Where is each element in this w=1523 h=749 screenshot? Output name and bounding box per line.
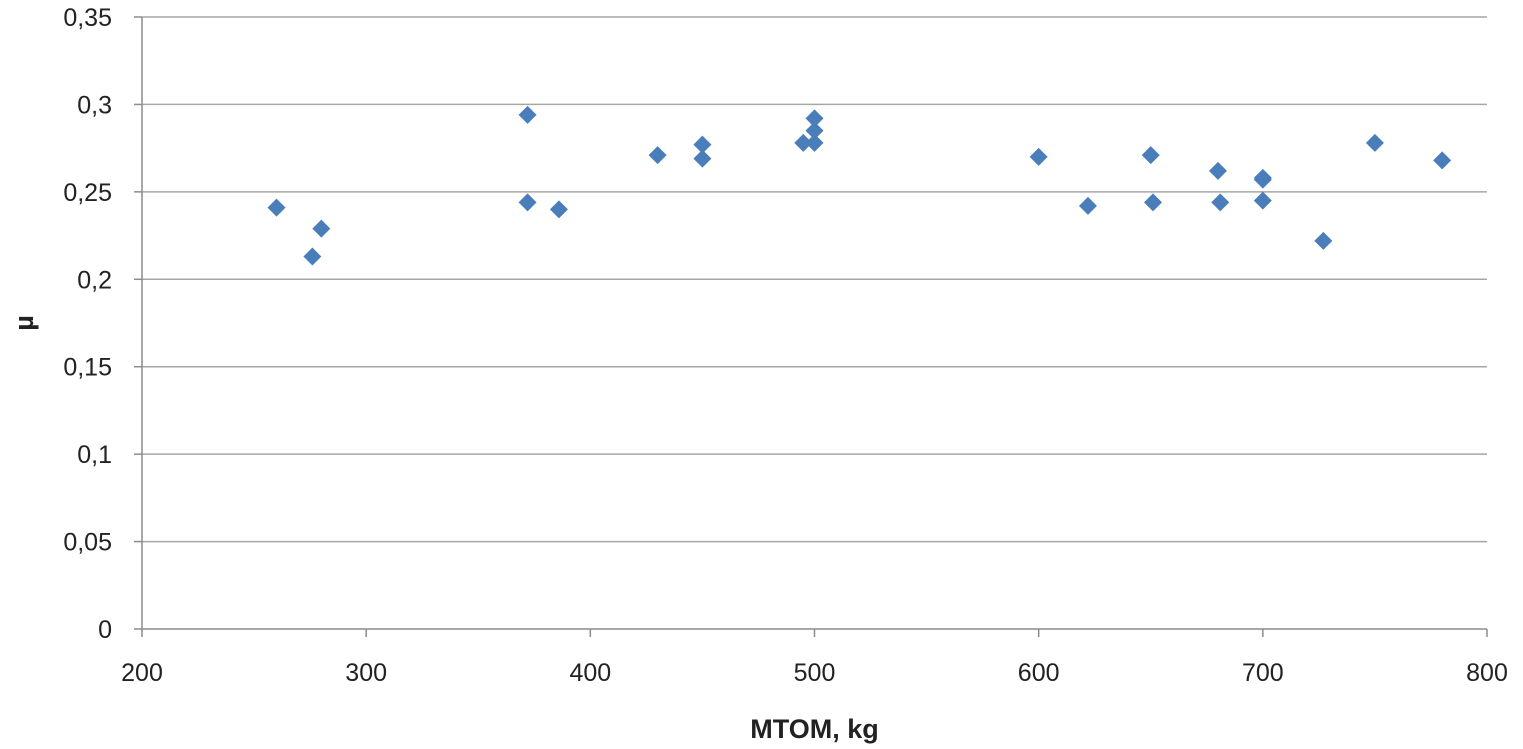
data-point-marker (693, 149, 712, 168)
x-tick-label: 200 (121, 659, 163, 687)
data-point-marker (1209, 161, 1227, 180)
x-tick-label: 500 (794, 659, 836, 687)
x-tick-label: 300 (345, 659, 387, 687)
axes (134, 16, 1488, 637)
data-point-marker (805, 133, 824, 152)
data-point-marker (1141, 146, 1160, 165)
x-tick-labels: 200 300 400 500 600 700 800 (121, 659, 1508, 687)
data-point-marker (794, 133, 813, 152)
data-point-marker (1253, 191, 1272, 210)
y-axis-title: µ (9, 315, 39, 331)
data-point-marker (1211, 193, 1230, 212)
data-point-marker (1029, 147, 1048, 166)
y-tick-label: 0,3 (77, 91, 112, 119)
data-point-marker (693, 135, 712, 154)
y-tick-label: 0,05 (63, 529, 112, 557)
y-tick-label: 0 (98, 616, 112, 644)
y-tick-label: 0,1 (77, 441, 112, 469)
data-point-marker (312, 219, 331, 238)
data-point-marker (267, 198, 286, 217)
data-point-marker (648, 146, 667, 165)
x-tick-label: 400 (569, 659, 611, 687)
x-tick-label: 700 (1242, 659, 1284, 687)
data-point-marker (1143, 193, 1162, 212)
data-points (267, 105, 1452, 266)
y-tick-label: 0,35 (63, 4, 112, 32)
data-point-marker (303, 247, 322, 266)
data-point-marker (805, 109, 824, 128)
y-tick-label: 0,2 (77, 266, 112, 294)
data-point-marker (1433, 151, 1452, 170)
data-point-marker (518, 105, 537, 124)
data-point-marker (1314, 231, 1333, 250)
data-point-marker (518, 193, 537, 212)
data-point-marker (1365, 133, 1384, 152)
x-tick-label: 800 (1466, 659, 1508, 687)
data-point-marker (549, 200, 568, 219)
x-axis-title: MTOM, kg (750, 714, 879, 744)
data-point-marker (1078, 196, 1097, 215)
x-tick-label: 600 (1018, 659, 1060, 687)
data-point-marker (805, 121, 824, 140)
y-tick-label: 0,25 (63, 179, 112, 207)
data-point-marker (1253, 170, 1272, 189)
y-tick-labels: 0 0,05 0,1 0,15 0,2 0,25 0,3 0,35 (63, 4, 112, 644)
gridlines (142, 16, 1487, 543)
y-tick-label: 0,15 (63, 354, 112, 382)
